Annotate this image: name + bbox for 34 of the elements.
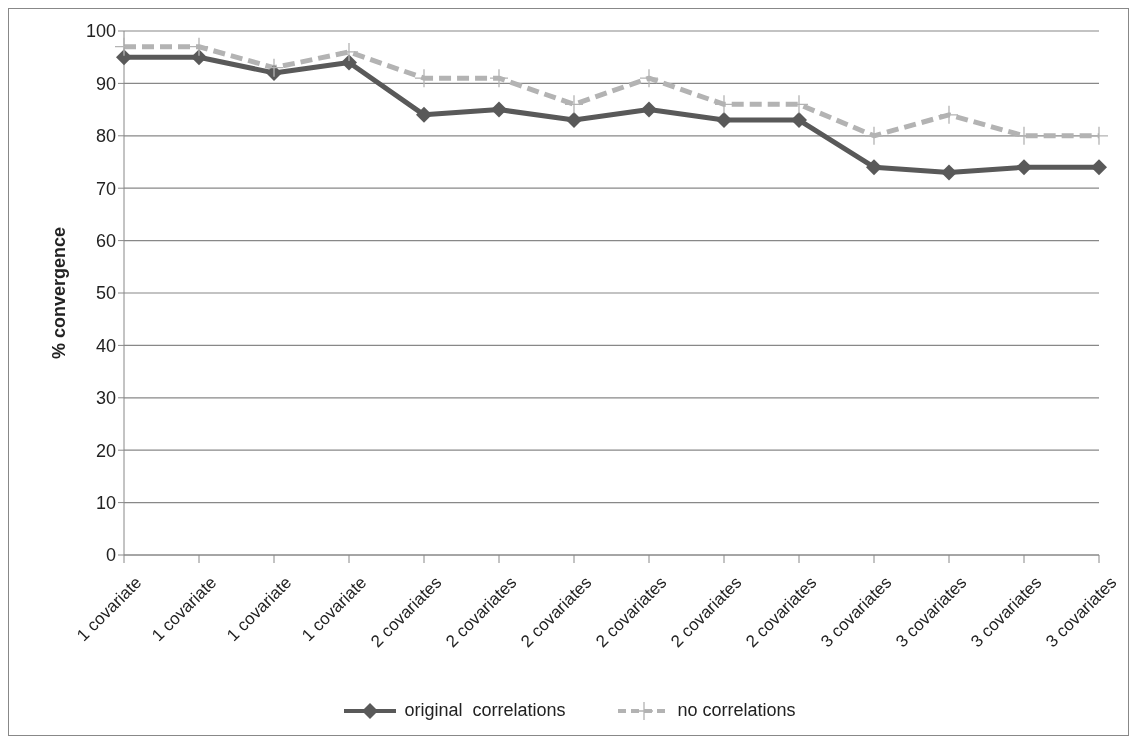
y-axis-title: % convergence	[49, 226, 70, 360]
y-tick-label: 30	[95, 388, 116, 409]
point	[416, 106, 432, 123]
point	[639, 68, 659, 88]
y-tick-label: 50	[95, 283, 116, 304]
point	[489, 68, 509, 88]
point	[791, 112, 807, 129]
point	[939, 105, 959, 125]
y-tick-label: 80	[95, 126, 116, 147]
point	[1016, 159, 1032, 176]
point	[714, 94, 734, 115]
y-tick-label: 60	[95, 230, 116, 251]
legend-label: no correlations	[677, 700, 796, 721]
y-tick-label: 0	[105, 545, 116, 566]
point	[564, 94, 584, 115]
point	[264, 58, 284, 78]
point	[866, 159, 882, 176]
point	[641, 101, 657, 118]
legend-label: original correlations	[404, 700, 566, 721]
y-tick-label: 90	[95, 73, 116, 94]
y-tick-label: 20	[95, 440, 116, 461]
point	[339, 42, 359, 62]
point	[1091, 159, 1107, 176]
y-tick-label: 70	[95, 178, 116, 199]
y-tick-label: 100	[85, 21, 116, 42]
point	[491, 101, 507, 118]
y-tick-label: 10	[95, 492, 116, 513]
y-tick-label: 40	[95, 335, 116, 356]
point	[864, 126, 884, 146]
point	[1089, 126, 1109, 146]
point	[566, 112, 582, 129]
point	[941, 164, 957, 181]
point	[716, 112, 732, 129]
point	[189, 37, 209, 57]
